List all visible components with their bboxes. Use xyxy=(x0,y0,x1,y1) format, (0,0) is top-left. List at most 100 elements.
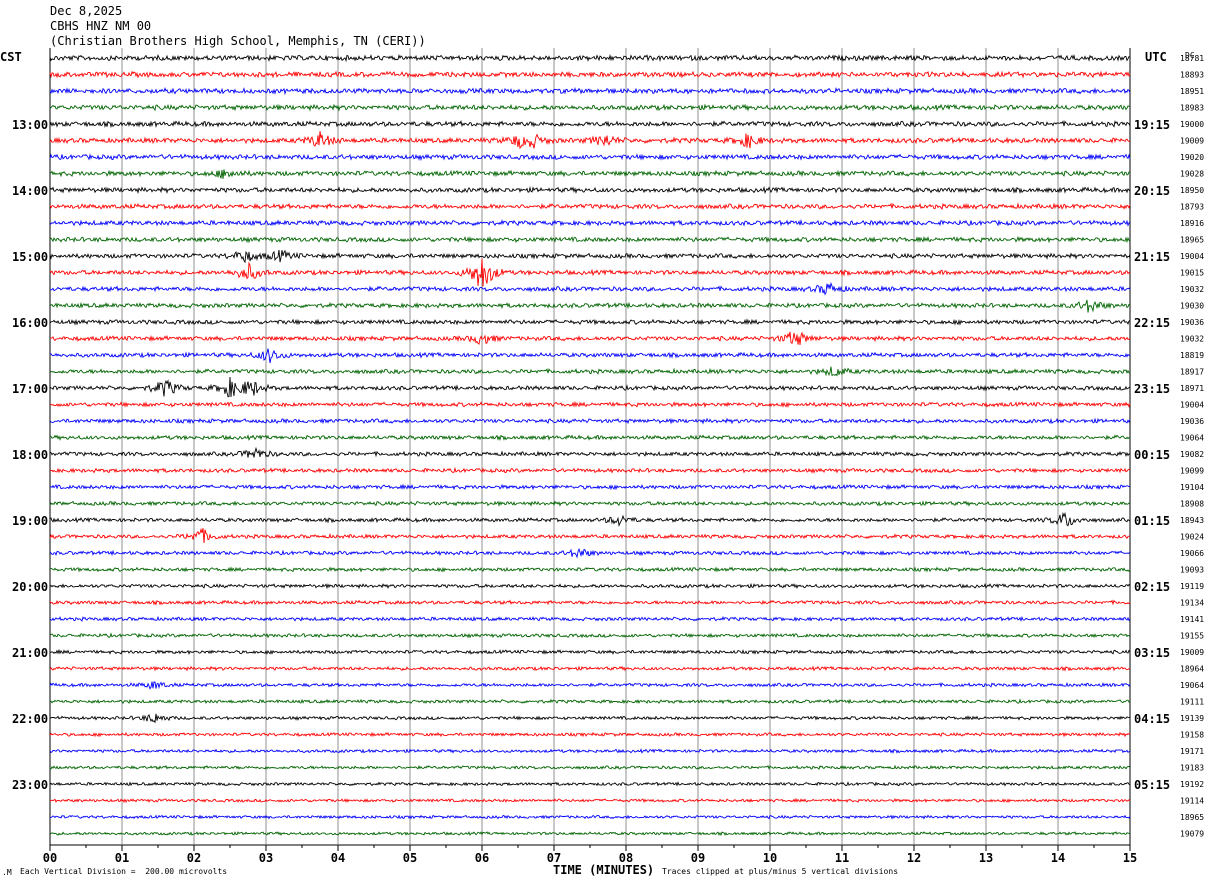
left-hour-label: 17:00 xyxy=(12,382,48,396)
dc-offset-label: 18916 xyxy=(1180,219,1204,228)
right-hour-label: 22:15 xyxy=(1134,316,1170,330)
seismic-trace xyxy=(49,547,1131,559)
seismic-trace xyxy=(50,348,1131,364)
right-hour-label: 21:15 xyxy=(1134,250,1170,264)
seismic-trace xyxy=(49,814,1131,820)
seismic-trace xyxy=(49,434,1131,442)
left-hour-label: 20:00 xyxy=(12,580,48,594)
seismic-trace xyxy=(49,483,1131,491)
clip-note: Traces clipped at plus/minus 5 vertical … xyxy=(662,867,899,876)
x-tick-label: 10 xyxy=(763,851,777,865)
dc-offset-label: 19114 xyxy=(1180,797,1204,806)
seismic-trace xyxy=(49,731,1131,738)
dc-offset-label: 19000 xyxy=(1180,120,1204,129)
dc-offset-label: 18917 xyxy=(1180,368,1204,377)
seismic-trace xyxy=(49,131,1131,150)
left-hour-label: 19:00 xyxy=(12,514,48,528)
seismic-trace xyxy=(49,366,1131,377)
dc-offset-label: 19036 xyxy=(1180,318,1204,327)
x-axis-title: TIME (MINUTES) xyxy=(553,863,655,877)
right-hour-label: 05:15 xyxy=(1134,778,1170,792)
dc-offset-label: 19024 xyxy=(1180,533,1204,542)
seismic-trace xyxy=(49,258,1131,287)
dc-offset-label: 18943 xyxy=(1180,516,1204,525)
seismic-trace xyxy=(49,566,1131,573)
seismic-trace xyxy=(49,103,1131,112)
seismic-trace xyxy=(49,615,1131,623)
seismic-trace xyxy=(49,299,1131,313)
seismic-trace xyxy=(49,698,1131,705)
right-hour-label: 00:15 xyxy=(1134,448,1170,462)
dc-offset-label: 18908 xyxy=(1180,500,1204,509)
dc-offset-label: 19099 xyxy=(1180,467,1204,476)
dc-offset-label: 19036 xyxy=(1180,417,1204,426)
dc-offset-label: 19183 xyxy=(1180,764,1204,773)
scale-note: Each Vertical Division = 200.00 microvol… xyxy=(20,867,228,876)
seismic-trace xyxy=(49,249,1131,264)
dc-offset-label: 19015 xyxy=(1180,269,1204,278)
right-timezone-label: UTC xyxy=(1145,50,1167,64)
seismic-trace xyxy=(49,120,1131,129)
seismic-trace xyxy=(49,648,1131,655)
small-logo-mark: .M xyxy=(2,868,12,877)
seismic-trace xyxy=(49,318,1131,326)
left-hour-label: 13:00 xyxy=(12,118,48,132)
seismic-trace xyxy=(50,446,1131,458)
plot-date: Dec 8,2025 xyxy=(50,4,123,18)
dc-offset-label: 19093 xyxy=(1180,566,1204,575)
seismic-trace xyxy=(49,511,1131,527)
x-tick-label: 05 xyxy=(403,851,417,865)
seismic-trace xyxy=(49,665,1131,672)
x-tick-label: 00 xyxy=(43,851,57,865)
left-hour-label: 23:00 xyxy=(12,778,48,792)
seismic-trace xyxy=(49,281,1131,296)
station-location: (Christian Brothers High School, Memphis… xyxy=(50,34,426,48)
seismic-trace xyxy=(49,400,1131,409)
dc-offset-label: 19192 xyxy=(1180,780,1204,789)
seismic-trace xyxy=(50,632,1131,639)
seismic-trace xyxy=(49,153,1131,162)
seismic-trace xyxy=(49,86,1131,96)
dc-offset-label: 18819 xyxy=(1180,351,1204,360)
left-hour-label: 21:00 xyxy=(12,646,48,660)
right-hour-label: 20:15 xyxy=(1134,184,1170,198)
seismic-trace xyxy=(49,500,1131,507)
dc-offset-label: 19009 xyxy=(1180,648,1204,657)
dc-offset-label: 19030 xyxy=(1180,302,1204,311)
seismic-trace xyxy=(49,527,1130,544)
dc-offset-label: 19155 xyxy=(1180,632,1204,641)
seismic-trace xyxy=(49,202,1131,211)
dc-offset-label: 19064 xyxy=(1180,681,1204,690)
dc-offset-label: 19004 xyxy=(1180,252,1204,261)
seismic-traces xyxy=(49,53,1131,837)
dc-offset-label: 19158 xyxy=(1180,731,1204,740)
dc-offset-label: 19028 xyxy=(1180,170,1204,179)
seismic-trace xyxy=(50,331,1131,346)
x-tick-label: 07 xyxy=(547,851,561,865)
dc-offset-label: 19171 xyxy=(1180,747,1204,756)
dc-offset-label: 19119 xyxy=(1180,582,1204,591)
x-tick-label: 13 xyxy=(979,851,993,865)
x-tick-label: 11 xyxy=(835,851,849,865)
dc-offset-label: 19082 xyxy=(1180,450,1204,459)
seismic-trace xyxy=(49,466,1131,474)
right-hour-label: 19:15 xyxy=(1134,118,1170,132)
dc-offset-label: 19066 xyxy=(1180,549,1204,558)
seismic-trace xyxy=(49,781,1131,787)
dc-offset-label: 19020 xyxy=(1180,153,1204,162)
seismic-trace xyxy=(49,830,1131,837)
x-tick-label: 06 xyxy=(475,851,489,865)
x-tick-label: 09 xyxy=(691,851,705,865)
x-tick-label: 03 xyxy=(259,851,273,865)
dc-offset-label: 18971 xyxy=(1180,384,1204,393)
dc-offset-label: 19032 xyxy=(1180,335,1204,344)
dc-offset-label: 18983 xyxy=(1180,104,1204,113)
x-tick-label: 01 xyxy=(115,851,129,865)
seismic-trace xyxy=(49,218,1131,227)
dc-offset-label: 19104 xyxy=(1180,483,1204,492)
dc-offset-label: 19032 xyxy=(1180,285,1204,294)
left-hour-label: 22:00 xyxy=(12,712,48,726)
seismic-trace xyxy=(49,713,1131,724)
x-tick-label: 08 xyxy=(619,851,633,865)
